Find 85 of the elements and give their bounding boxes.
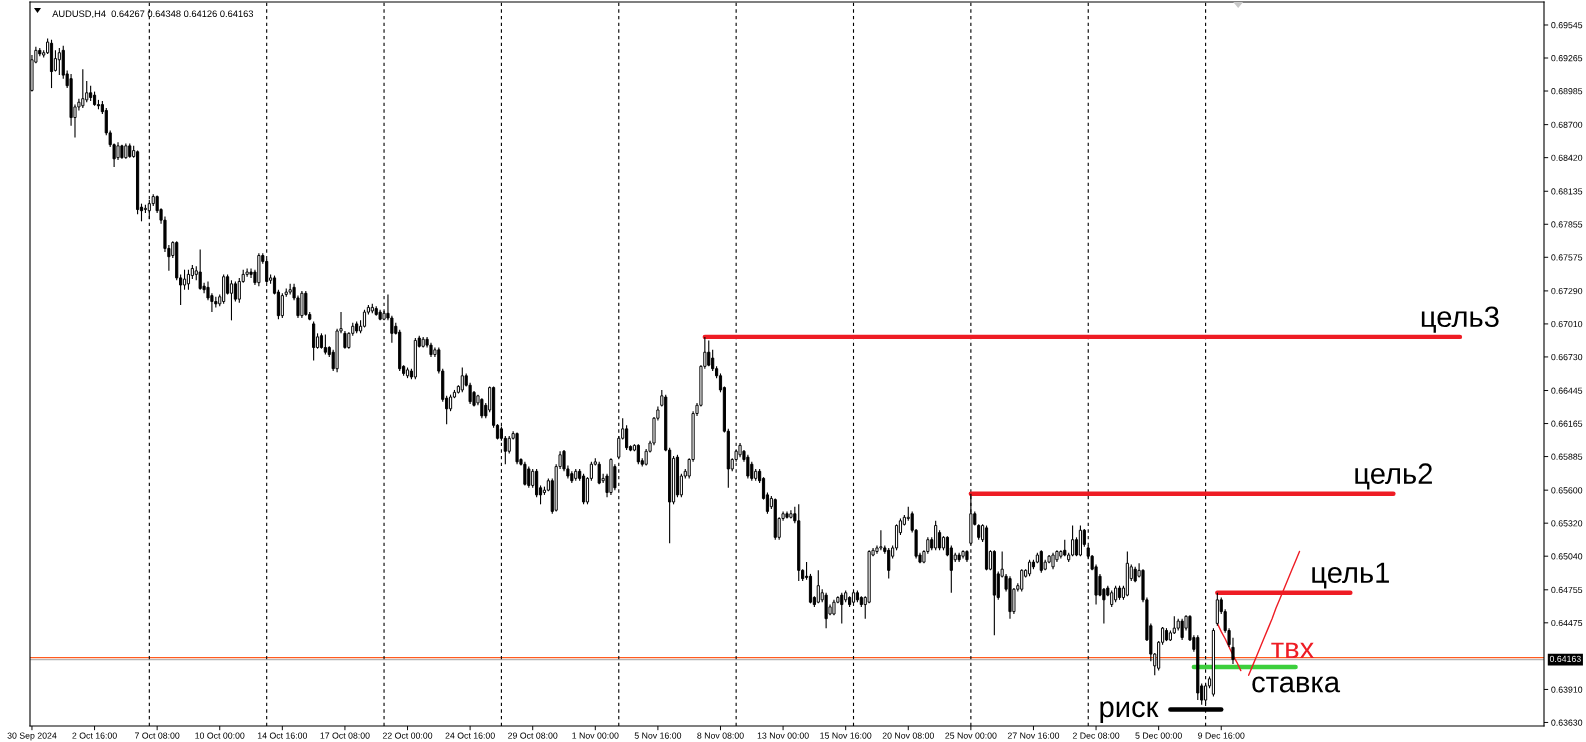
y-tick-label: 0.68700 <box>1551 121 1583 128</box>
candlestick <box>527 466 531 489</box>
text: AUDUSD,H4 0.64267 0.64348 0.64126 0.64163 <box>52 10 254 19</box>
candlestick <box>1020 568 1024 593</box>
y-tick-label: 0.65885 <box>1551 453 1583 460</box>
annotation: твх <box>1271 642 1314 659</box>
y-tick-label: 0.66445 <box>1551 387 1583 394</box>
candlestick <box>182 269 187 291</box>
x-tick-label: 22 Oct 00:00 <box>382 732 433 739</box>
x-tick-label: 17 Oct 08:00 <box>320 732 370 739</box>
candlestick <box>304 290 308 317</box>
y-tick-label: 0.67855 <box>1551 221 1583 228</box>
annotation: цель2 <box>1355 463 1432 490</box>
x-tick-label: 30 Sep 2024 <box>7 732 57 741</box>
candlestick <box>934 520 938 551</box>
y-tick-label: 0.68135 <box>1551 188 1583 195</box>
x-tick-label: 5 Nov 16:00 <box>634 732 682 739</box>
candlestick <box>535 468 539 498</box>
x-tick-label: 13 Nov 00:00 <box>757 732 809 739</box>
x-tick-label: 5 Dec 00:00 <box>1135 732 1182 739</box>
candlestick <box>1215 592 1219 627</box>
y-tick-label: 0.63910 <box>1551 686 1583 693</box>
x-tick-label: 25 Nov 00:00 <box>945 732 997 739</box>
y-tick-label: 0.66165 <box>1551 420 1583 427</box>
candlestick <box>937 529 942 551</box>
ref-line-label: 0.64163 <box>1549 655 1581 662</box>
y-tick-label: 0.65600 <box>1551 487 1583 494</box>
candlestick <box>887 547 891 580</box>
x-tick-label: 20 Nov 08:00 <box>882 732 934 739</box>
candlestick <box>1180 618 1184 641</box>
candlestick <box>824 592 828 629</box>
y-tick-label: 0.65040 <box>1551 553 1583 560</box>
y-tick-label: 0.67010 <box>1551 320 1583 328</box>
y-tick-label: 0.68420 <box>1551 154 1583 161</box>
candlestick <box>1071 524 1075 557</box>
candlestick <box>625 424 629 451</box>
x-tick-label: 14 Oct 16:00 <box>257 732 308 739</box>
candlestick <box>229 279 234 321</box>
candlestick <box>746 454 750 479</box>
x-tick-label: 2 Dec 08:00 <box>1072 732 1120 739</box>
candlestick <box>81 68 85 109</box>
x-tick-label: 10 Oct 00:00 <box>195 732 245 739</box>
annotation: ставка <box>1252 676 1341 693</box>
x-tick-label: 1 Nov 00:00 <box>572 732 619 739</box>
y-tick-label: 0.69265 <box>1551 55 1583 62</box>
candlestick <box>816 569 820 604</box>
x-tick-label: 9 Dec 16:00 <box>1198 732 1245 739</box>
annotation: риск <box>1100 701 1159 724</box>
candlestick <box>707 339 711 367</box>
candlestick <box>300 290 304 319</box>
candlestick <box>186 269 191 291</box>
x-tick-label: 29 Oct 08:00 <box>508 732 558 739</box>
candlestick <box>280 292 284 319</box>
candlestick <box>312 320 316 362</box>
y-tick-label: 0.66730 <box>1551 353 1583 361</box>
candlestick <box>480 397 484 419</box>
y-tick-label: 0.64755 <box>1551 586 1583 594</box>
candlestick <box>233 280 237 303</box>
x-tick-label: 27 Nov 16:00 <box>1007 732 1060 739</box>
candlestick <box>1039 549 1043 574</box>
x-tick-label: 7 Oct 08:00 <box>134 732 180 739</box>
y-tick-label: 0.67290 <box>1551 287 1583 295</box>
x-tick-label: 24 Oct 16:00 <box>445 732 495 739</box>
x-tick-label: 15 Nov 16:00 <box>820 732 872 739</box>
candlestick <box>85 80 89 103</box>
candlestick <box>711 349 715 372</box>
candlestick <box>237 277 241 304</box>
candlestick <box>57 47 61 76</box>
y-tick-label: 0.64475 <box>1551 619 1583 627</box>
x-tick-label: 2 Oct 16:00 <box>72 732 117 739</box>
annotation: цель1 <box>1312 562 1389 589</box>
y-tick-label: 0.69545 <box>1551 22 1583 29</box>
candlestick <box>879 529 883 551</box>
candlestick <box>198 249 202 291</box>
candlestick <box>840 592 844 624</box>
candlestick <box>636 443 640 465</box>
annotation: цель3 <box>1421 306 1499 333</box>
candlestick <box>323 333 327 356</box>
x-tick-label: 8 Nov 08:00 <box>697 732 744 739</box>
candlestick <box>460 366 464 393</box>
y-tick-label: 0.65320 <box>1551 520 1583 527</box>
y-tick-label: 0.67575 <box>1551 254 1583 261</box>
y-tick-label: 0.68985 <box>1551 88 1583 95</box>
y-tick-label: 0.63630 <box>1551 719 1583 726</box>
candlestick <box>249 267 253 279</box>
